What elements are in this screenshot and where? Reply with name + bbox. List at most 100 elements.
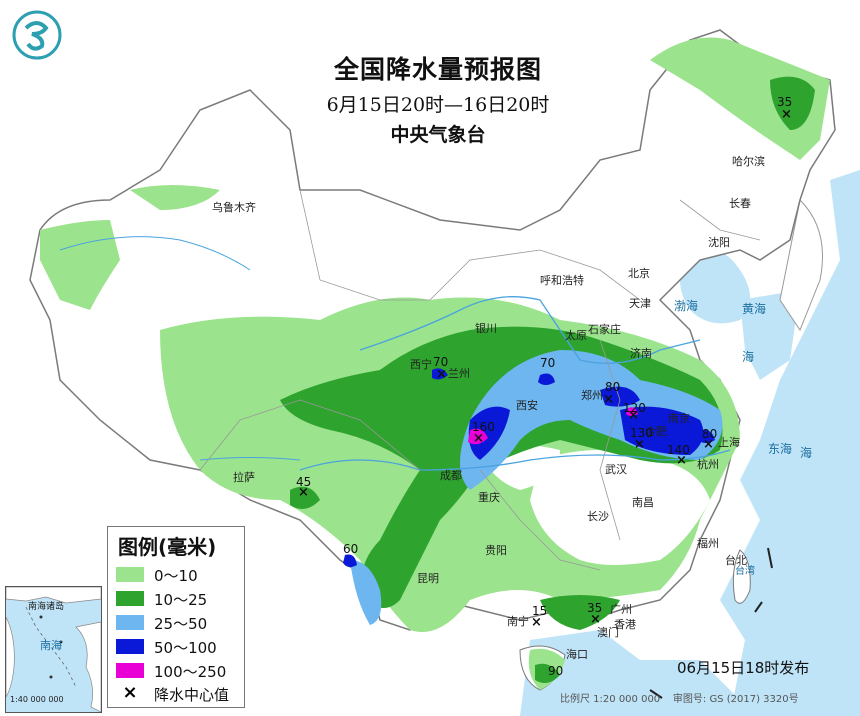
rain-center-value: 80 (702, 427, 718, 441)
province-border (299, 189, 430, 301)
scale-text: 比例尺 1:20 000 000 (560, 694, 661, 705)
rain-center-mark-icon: × (628, 408, 639, 423)
rain-50-100-anhui (620, 406, 704, 455)
rain-10-25-guangdong (540, 595, 620, 630)
city-label: 长春 (729, 197, 751, 210)
rain-center-mark-icon: × (590, 612, 601, 627)
sea-label: 黄海 (742, 302, 767, 316)
rain-center-value: 35 (777, 95, 793, 109)
korea-peninsula (779, 198, 823, 332)
publish-time: 06月15日18时发布 (677, 659, 810, 677)
yellow-sea (740, 290, 800, 380)
city-label: 昆明 (417, 572, 439, 585)
inset-title: 南海诸岛 (28, 602, 65, 612)
rain-center-value: 80 (605, 380, 621, 394)
review-number: 审图号: GS (2017) 3320号 (672, 694, 799, 705)
yangtze-river (299, 449, 731, 471)
legend-label: 25～50 (154, 615, 208, 633)
city-label: 沈阳 (708, 236, 730, 249)
rain-center-mark-icon: × (603, 392, 614, 407)
legend-label: 0～10 (154, 567, 198, 585)
rain-0-10-north (130, 185, 220, 210)
province-border (199, 399, 421, 471)
rain-center-value: 90 (548, 664, 564, 678)
inset-map (6, 587, 101, 712)
city-label: 台北 (725, 554, 747, 567)
maritime-boundary-mark (649, 689, 663, 699)
rain-10-25-tibet (290, 486, 320, 509)
city-label: 杭州 (697, 458, 719, 471)
inset-scale: 1:40 000 000 (10, 695, 64, 704)
rain-center-value: 120 (623, 401, 646, 415)
province-border (599, 339, 621, 541)
city-label: 南昌 (632, 496, 654, 509)
rain-10-25-heilongjiang (770, 76, 815, 130)
rain-10-25-hainan (535, 663, 560, 684)
city-label: 福州 (697, 537, 719, 550)
city-label: 天津 (629, 297, 651, 310)
maritime-boundary-mark (767, 547, 773, 569)
legend-label: 降水中心值 (154, 686, 230, 704)
rain-center-mark-icon: × (436, 367, 447, 382)
rain-0-10-northeast (650, 37, 830, 160)
city-label: 济南 (630, 347, 652, 360)
province-border (679, 199, 761, 241)
rain-center-value: 70 (433, 355, 449, 369)
rain-100-250-shaanxi (468, 428, 488, 445)
rain-center-mark-icon: × (703, 437, 714, 452)
south-china-sea-inset: 南海诸岛 南海 1:40 000 000 (5, 586, 102, 713)
rain-50-100-yunnan (343, 554, 357, 568)
cma-logo-icon (12, 10, 62, 60)
rain-50-100-henan (600, 386, 640, 407)
sea-label: 渤海 (674, 299, 699, 313)
city-label: 南宁 (507, 615, 529, 628)
legend-label: 100～250 (154, 663, 227, 681)
rain-center-value: 140 (667, 443, 690, 457)
rain-center-mark-icon: × (531, 615, 542, 630)
maritime-boundary-mark (754, 601, 763, 613)
sea-label: 台湾 (735, 566, 755, 577)
city-label: 贵阳 (485, 544, 507, 557)
rain-50-100-small (538, 373, 555, 385)
city-label: 乌鲁木齐 (212, 201, 256, 214)
bohai-sea (680, 247, 750, 324)
south-sea (520, 630, 740, 716)
map-title: 全国降水量预报图 (333, 55, 542, 84)
rain-center-mark-icon: × (634, 437, 645, 452)
legend-swatch (116, 615, 144, 630)
rain-center-value: 60 (343, 542, 359, 556)
city-label: 合肥 (645, 425, 667, 438)
cross-mark-icon: × (122, 682, 138, 703)
rain-center-value: 45 (296, 475, 312, 489)
city-label: 太原 (565, 329, 587, 342)
sea-label: 海 (742, 350, 755, 364)
yarlung-river (199, 457, 301, 461)
city-label: 广州 (610, 603, 632, 616)
rain-center-mark-icon: × (676, 453, 687, 468)
city-label: 呼和浩特 (540, 274, 584, 287)
legend-swatch (116, 591, 144, 606)
city-label: 北京 (628, 267, 650, 280)
forecast-period: 6月15日20时—16日20时 (326, 94, 550, 116)
tarim-river (59, 236, 251, 271)
rain-center-value: 35 (587, 601, 603, 615)
rain-center-mark-icon: × (298, 485, 309, 500)
rain-100-250-anhui (626, 407, 638, 416)
city-label: 西宁 (410, 358, 432, 371)
legend-swatch (116, 567, 144, 582)
city-label: 长沙 (587, 510, 609, 523)
map-footer: 比例尺 1:20 000 000 审图号: GS (2017) 3320号 (560, 690, 799, 705)
province-border (429, 249, 641, 301)
city-label: 石家庄 (588, 323, 621, 336)
city-label: 银川 (475, 322, 497, 335)
city-label: 成都 (440, 469, 462, 482)
rain-25-50-main (460, 350, 723, 490)
east-sea (720, 170, 860, 716)
legend-swatch (116, 663, 144, 678)
city-label: 香港 (614, 618, 636, 631)
yellow-river (359, 296, 701, 364)
rain-center-mark-icon: × (781, 107, 792, 122)
dry-south-east (530, 450, 710, 565)
